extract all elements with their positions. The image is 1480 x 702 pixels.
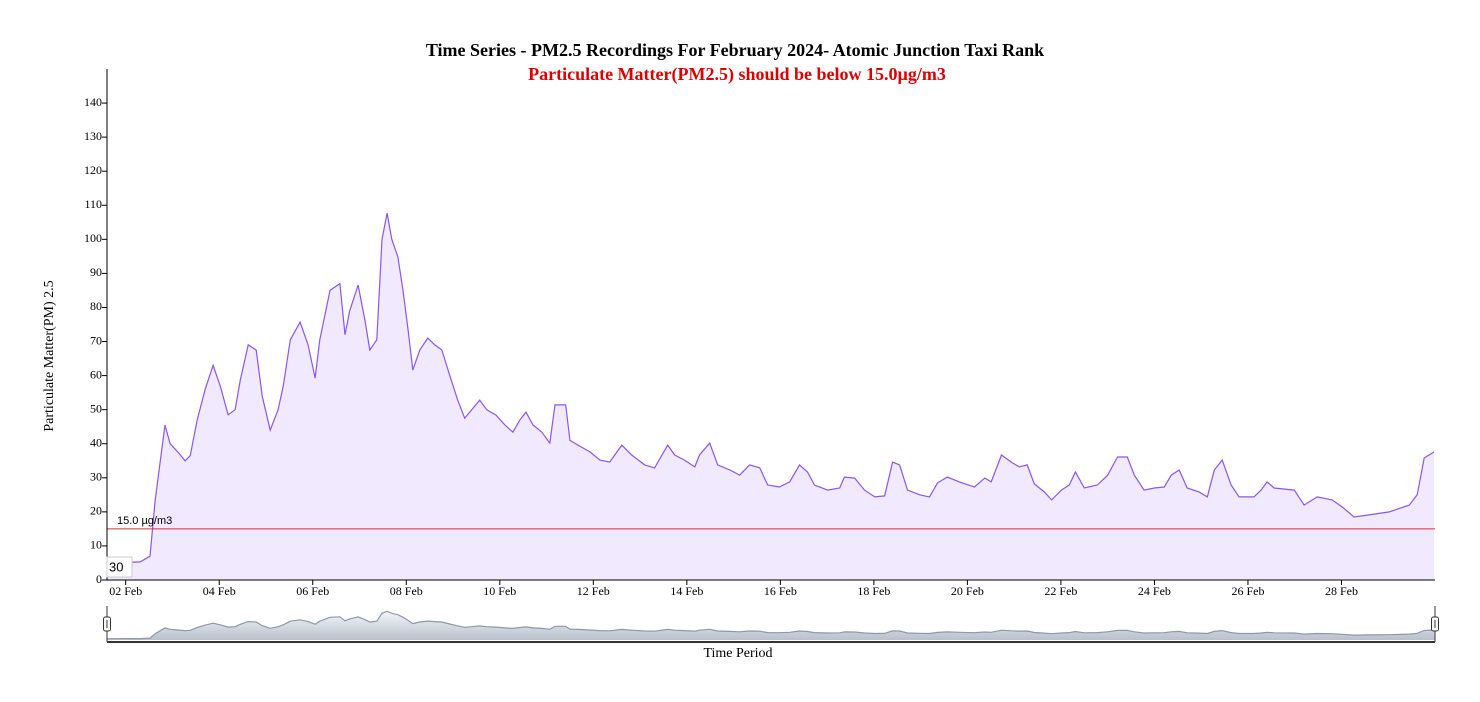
- threshold-label: 15.0 µg/m3: [117, 515, 172, 527]
- navigator-line: [106, 610, 1435, 640]
- x-tick-label: 12 Feb: [577, 584, 610, 598]
- y-tick-label: 20: [90, 504, 102, 518]
- x-tick-label: 22 Feb: [1044, 584, 1077, 598]
- y-tick-label: 70: [90, 333, 102, 347]
- area: [107, 213, 1435, 580]
- y-tick-label: 140: [84, 95, 102, 109]
- x-tick-label: 26 Feb: [1231, 584, 1264, 598]
- y-tick-label: 100: [84, 231, 102, 245]
- y-tick-label: 90: [90, 265, 102, 279]
- chart-subtitle: Particulate Matter(PM2.5) should be belo…: [528, 64, 946, 85]
- x-tick-label: 02 Feb: [109, 584, 142, 598]
- y-tick-label: 30: [90, 470, 102, 484]
- x-tick-label: 16 Feb: [764, 584, 797, 598]
- x-tick-label: 28 Feb: [1325, 584, 1358, 598]
- y-tick-label: 60: [90, 367, 102, 381]
- y-tick-label: 110: [84, 197, 102, 211]
- x-tick-label: 18 Feb: [857, 584, 890, 598]
- x-tick-label: 20 Feb: [951, 584, 984, 598]
- x-axis-label: Time Period: [703, 646, 772, 661]
- y-tick-label: 40: [90, 435, 102, 449]
- line: [106, 212, 1435, 564]
- y-tick-label: 120: [84, 163, 102, 177]
- y-tick-label: 50: [90, 401, 102, 415]
- navigator-area: [107, 611, 1435, 640]
- y-tick-label: 0: [96, 572, 102, 586]
- y-tick-label: 10: [90, 538, 102, 552]
- x-tick-label: 10 Feb: [483, 584, 516, 598]
- x-tick-label: 08 Feb: [390, 584, 423, 598]
- cursor-label: 30: [109, 559, 123, 574]
- x-tick-label: 06 Feb: [296, 584, 329, 598]
- y-tick-label: 130: [84, 129, 102, 143]
- x-tick-label: 04 Feb: [203, 584, 236, 598]
- x-tick-label: 24 Feb: [1138, 584, 1171, 598]
- y-axis-label: Particulate Matter(PM) 2.5: [42, 280, 57, 431]
- chart-title: Time Series - PM2.5 Recordings For Febru…: [426, 40, 1044, 60]
- y-tick-label: 80: [90, 299, 102, 313]
- x-tick-label: 14 Feb: [670, 584, 703, 598]
- cursor-box: [106, 556, 133, 578]
